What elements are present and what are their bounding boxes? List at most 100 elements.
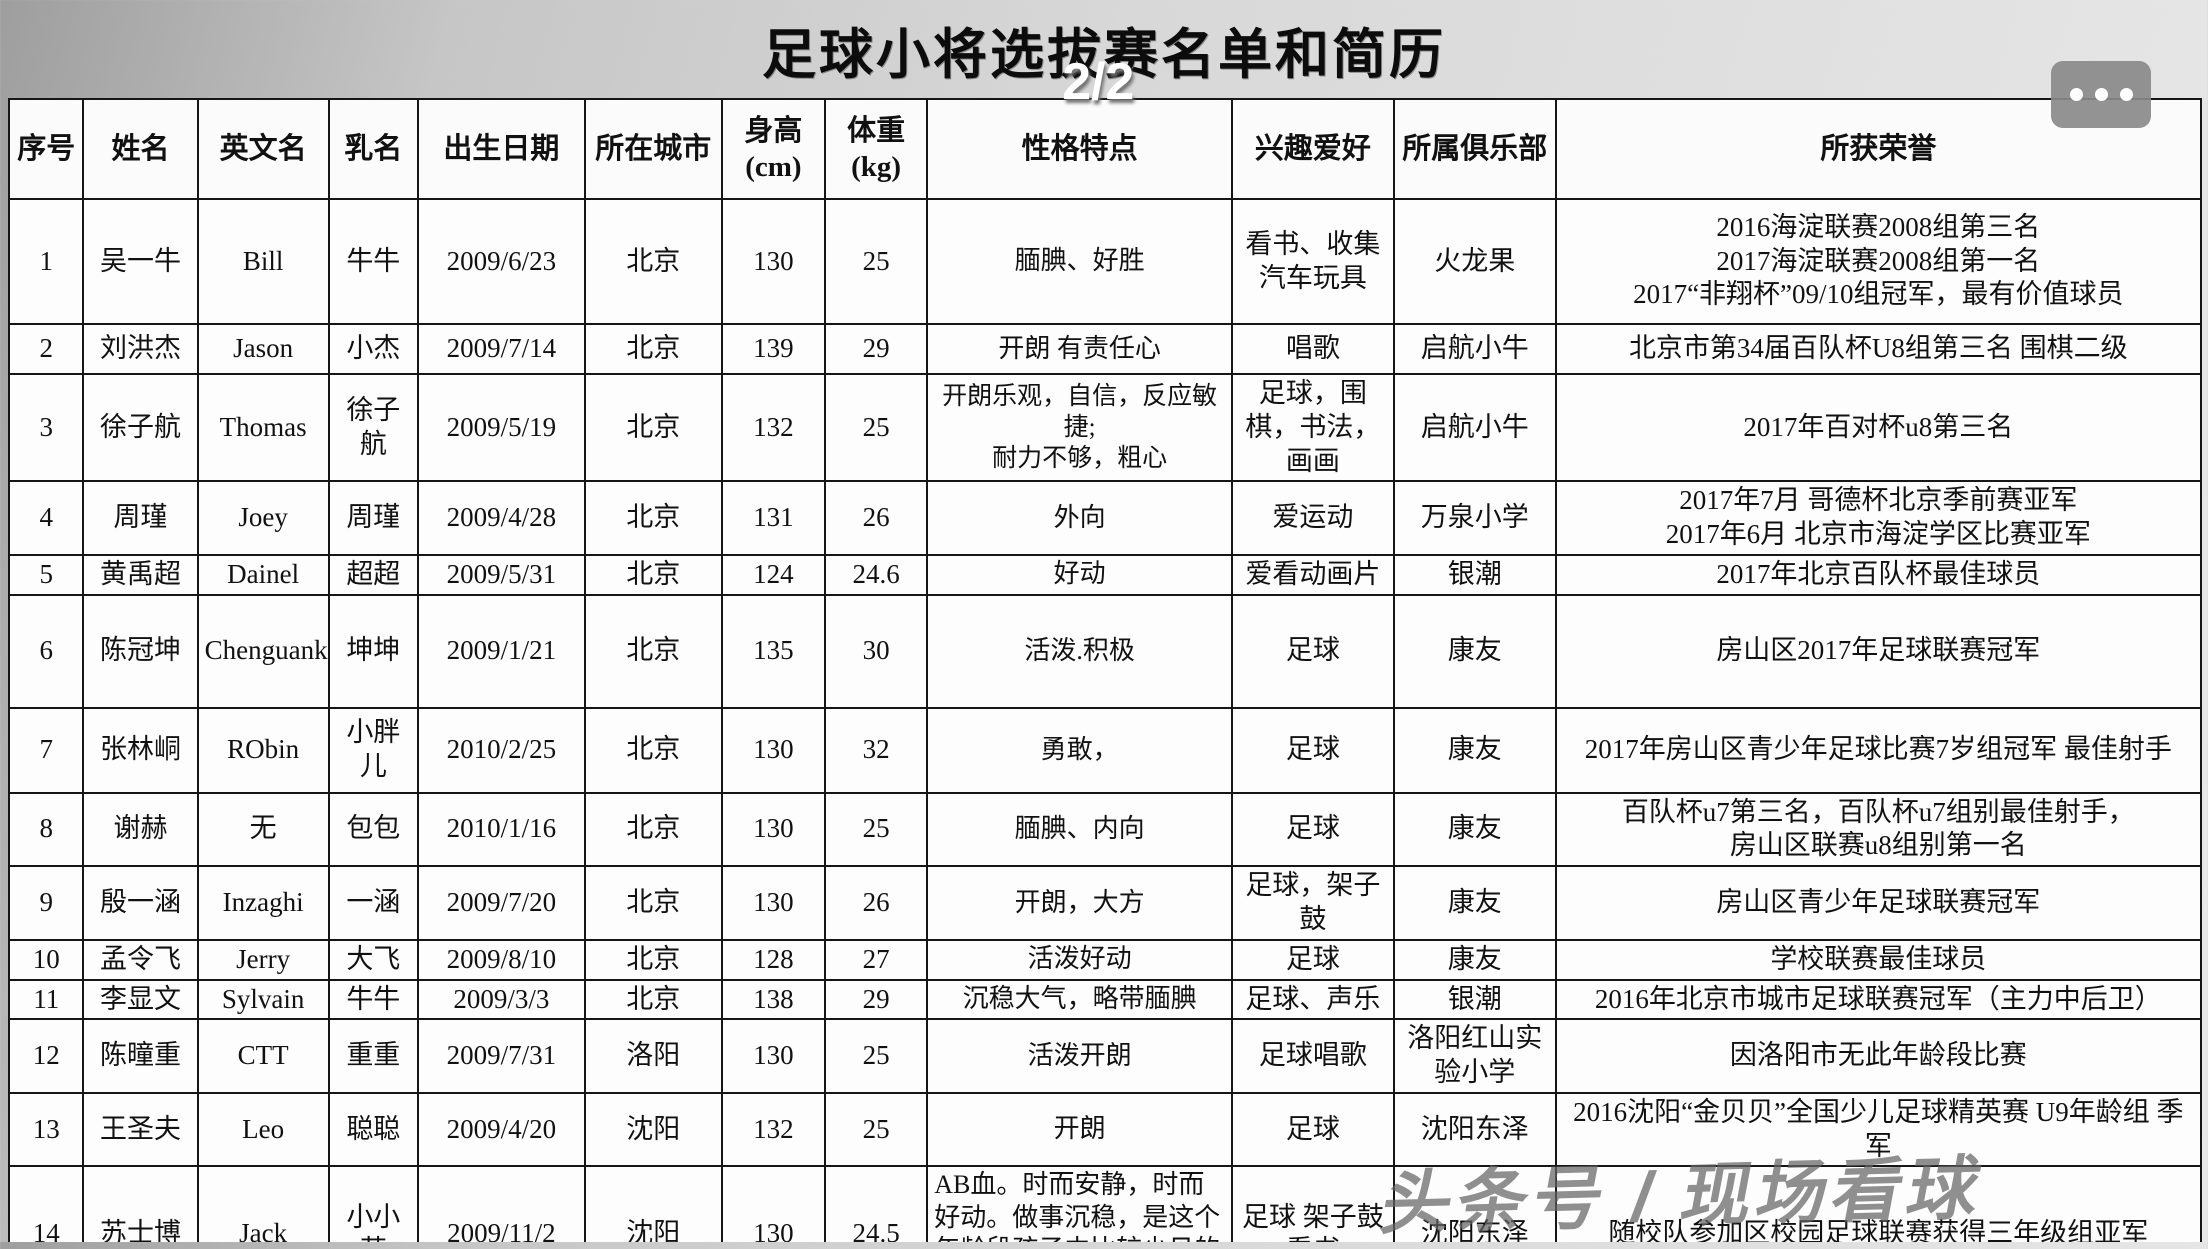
table-cell: 开朗乐观，自信，反应敏捷; 耐力不够，粗心 <box>926 372 1234 483</box>
table-cell: 足球 <box>1231 593 1395 709</box>
table-cell: 9 <box>8 865 85 941</box>
table-cell: 沉稳大气，略带腼腆 <box>926 978 1234 1021</box>
column-header: 所在城市 <box>583 98 723 200</box>
table-cell: 包包 <box>327 791 419 867</box>
header-row: 序号 姓名 英文名 乳名 出生日期 所在城市 身高 (cm) 体重 (kg) 性格特点 兴趣爱好所… <box>8 98 2202 200</box>
table-cell: 超超 <box>327 553 419 596</box>
table-cell: 洛阳 <box>583 1018 723 1094</box>
table-cell: 谢赫 <box>82 791 199 867</box>
table-cell: 房山区2017年足球联赛冠军 <box>1554 593 2202 709</box>
table-cell: 因洛阳市无此年龄段比赛 <box>1554 1018 2202 1094</box>
table-cell: 陈冠坤 <box>82 593 199 709</box>
table-cell: 周瑾 <box>327 480 419 556</box>
table-cell: CTT <box>196 1018 330 1094</box>
more-options-button[interactable] <box>2051 61 2151 128</box>
ellipsis-icon <box>2069 88 2083 101</box>
title-band: 足球小将选拔赛名单和简历 <box>0 0 2208 98</box>
table-row: 3 徐子航 Thomas 徐子航 2009/5/19 北京 132 25 开朗乐观，自信，反应敏… <box>8 372 2202 483</box>
table-cell: 北京 <box>583 372 723 483</box>
table-cell: 火龙果 <box>1392 198 1557 325</box>
table-cell: 139 <box>720 323 827 375</box>
table-cell: 北京 <box>583 978 723 1021</box>
table-cell: 刘洪杰 <box>82 323 199 375</box>
table-cell: 北京 <box>583 706 723 794</box>
table-row: 5 黄禹超 Dainel 超超 2009/5/31 北京 124 24.6 好动 爱看动画片 银潮 2… <box>8 553 2202 596</box>
table-cell: 洛阳红山实验小学 <box>1392 1018 1557 1094</box>
table-cell: 10 <box>8 938 85 981</box>
table-cell: 26 <box>823 480 929 556</box>
table-cell: 康友 <box>1392 706 1557 794</box>
table-cell: 北京 <box>583 198 723 325</box>
table-cell: 徐子航 <box>327 372 419 483</box>
table-cell: 11 <box>8 978 85 1021</box>
table-cell: 130 <box>720 198 827 325</box>
table-cell: 138 <box>720 978 827 1021</box>
table-cell: 2009/5/31 <box>416 553 586 596</box>
table-cell: 好动 <box>926 553 1234 596</box>
table-cell: 王圣夫 <box>82 1091 199 1168</box>
table-cell: RObin <box>196 706 330 794</box>
table-row: 6陈冠坤Chenguankun坤坤2009/1/21北京13530活泼.积极足球… <box>8 593 2202 709</box>
table-cell: 25 <box>823 1091 929 1168</box>
column-header: 兴趣爱好 <box>1231 98 1395 200</box>
ellipsis-icon <box>2094 88 2108 101</box>
table-cell: 勇敢， <box>926 706 1234 794</box>
table-cell: 7 <box>8 706 85 794</box>
table-cell: 随校队参加区校园足球联赛获得三年级组亚军 <box>1554 1165 2202 1242</box>
table-cell: 房山区青少年足球联赛冠军 <box>1554 865 2202 941</box>
table-cell: 北京 <box>583 323 723 375</box>
table-cell: 腼腆、好胜 <box>926 198 1234 325</box>
table-header: 序号 姓名 英文名 乳名 出生日期 所在城市 身高 (cm) 体重 (kg) 性格特点 兴趣爱好所… <box>8 98 2202 200</box>
table-cell: 124 <box>720 553 827 596</box>
table-cell: 2016年北京市城市足球联赛冠军（主力中后卫） <box>1554 978 2202 1021</box>
table-cell: 沈阳东泽 <box>1392 1091 1557 1168</box>
table-cell: 1 <box>8 198 85 325</box>
column-header: 出生日期 <box>416 98 586 200</box>
table-cell: 2017年北京百队杯最佳球员 <box>1554 553 2202 596</box>
table-cell: 启航小牛 <box>1392 323 1557 375</box>
table-cell: 唱歌 <box>1231 323 1395 375</box>
table-cell: 14 <box>8 1165 85 1242</box>
table-cell: 开朗，大方 <box>926 865 1234 941</box>
table-cell: 24.5 <box>823 1165 929 1242</box>
table-cell: 康友 <box>1392 593 1557 709</box>
table-cell: 看书、收集汽车玩具 <box>1231 198 1395 325</box>
table-cell: 足球，架子鼓 <box>1231 865 1395 941</box>
table-cell: 学校联赛最佳球员 <box>1554 938 2202 981</box>
column-header: 性格特点 <box>926 98 1234 200</box>
table-cell: 13 <box>8 1091 85 1168</box>
table-cell: 足球 架子鼓 看书 <box>1231 1165 1395 1242</box>
table-cell: 2009/7/31 <box>416 1018 586 1094</box>
table-cell: 2009/3/3 <box>416 978 586 1021</box>
table-cell: 沈阳 <box>583 1091 723 1168</box>
table-cell: Jack <box>196 1165 330 1242</box>
table-row: 10 孟令飞 Jerry 大飞 2009/8/10 北京 128 27 活泼好动 足球 康友 学校联赛… <box>8 938 2202 981</box>
table-cell: 北京 <box>583 865 723 941</box>
table-cell: 2016沈阳“金贝贝”全国少儿足球精英赛 U9年龄组 季军 <box>1554 1091 2202 1168</box>
table-cell: 北京市第34届百队杯U8组第三名 围棋二级 <box>1554 323 2202 375</box>
table-cell: 25 <box>823 372 929 483</box>
table-cell: Jerry <box>196 938 330 981</box>
table-row: 11 李显文 Sylvain 牛牛 2009/3/3 北京 138 29 沉稳大气，略带腼腆 足球… <box>8 978 2202 1021</box>
table-cell: 开朗 有责任心 <box>926 323 1234 375</box>
table-cell: 25 <box>823 198 929 325</box>
table-row: 8 谢赫无包包 2010/1/16 北京 130 25 腼腆、内向 足球 康友 百队杯u7第三名，… <box>8 791 2202 867</box>
table-cell: 2017年百对杯u8第三名 <box>1554 372 2202 483</box>
column-header: 乳名 <box>327 98 419 200</box>
column-header: 姓名 <box>82 98 199 200</box>
column-header: 序号 <box>8 98 85 200</box>
table-row: 13 王圣夫 Leo 聪聪 2009/4/20 沈阳 132 25 开朗 足球 沈阳东泽 2016沈阳… <box>8 1091 2202 1168</box>
table-cell: 小杰 <box>327 323 419 375</box>
page-indicator: 2/2 <box>1062 53 1135 111</box>
table-cell: 130 <box>720 791 827 867</box>
table-cell: 康友 <box>1392 791 1557 867</box>
table-cell: 银潮 <box>1392 978 1557 1021</box>
table-cell: 足球，围棋，书法，画画 <box>1231 372 1395 483</box>
table-cell: 2010/2/25 <box>416 706 586 794</box>
table-cell: 29 <box>823 978 929 1021</box>
table-cell: 张林峒 <box>82 706 199 794</box>
table-row: 12 陈曈重 CTT 重重 2009/7/31 洛阳 130 25 活泼开朗 足球唱歌 洛阳红山实验… <box>8 1018 2202 1094</box>
table-cell: 无 <box>196 791 330 867</box>
column-header: 所属俱乐部 <box>1392 98 1557 200</box>
table-cell: 128 <box>720 938 827 981</box>
